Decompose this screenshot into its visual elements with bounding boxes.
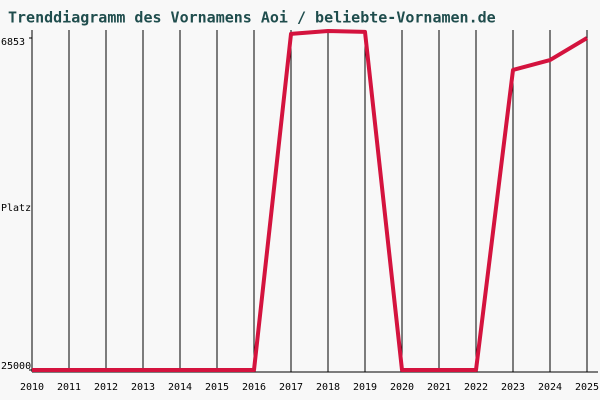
x-tick-label: 2019 [353, 382, 377, 393]
x-tick-label: 2024 [538, 382, 562, 393]
x-tick-label: 2012 [94, 382, 118, 393]
x-tick-label: 2022 [464, 382, 488, 393]
x-tick-label: 2014 [168, 382, 192, 393]
x-tick-label: 2016 [242, 382, 266, 393]
x-tick-label: 2021 [427, 382, 451, 393]
y-tick-label: 6853 [1, 37, 25, 48]
data-line [32, 28, 589, 372]
x-tick-label: 2018 [316, 382, 340, 393]
chart-title: Trenddiagramm des Vornamens Aoi / belieb… [8, 9, 496, 27]
x-tick-label: 2017 [279, 382, 303, 393]
x-tick-label: 2025 [575, 382, 599, 393]
x-tick-label: 2015 [205, 382, 229, 393]
x-tick-label: 2010 [20, 382, 44, 393]
x-tick-label: 2011 [57, 382, 81, 393]
x-tick-label: 2020 [390, 382, 414, 393]
y-tick-label: 25000 [1, 361, 31, 372]
x-tick-label: 2023 [501, 382, 525, 393]
x-tick-label: 2013 [131, 382, 155, 393]
y-axis-label: Platz [1, 203, 31, 214]
